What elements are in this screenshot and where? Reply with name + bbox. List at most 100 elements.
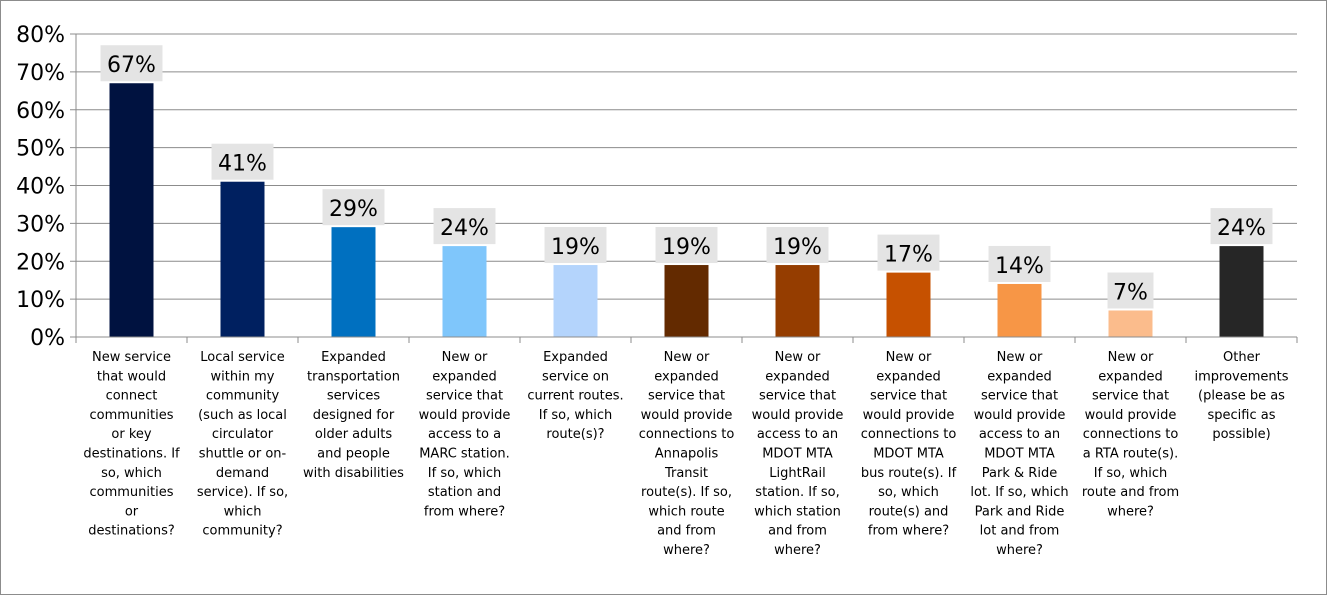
x-category-label: Expanded transportation services designed f…: [303, 350, 404, 481]
x-category-label-line: with disabilities: [303, 466, 404, 481]
data-label: 14%: [995, 254, 1044, 279]
bar: [220, 181, 265, 337]
x-category-label-line: LightRail: [769, 466, 825, 481]
x-category-label-line: designed for: [313, 408, 395, 423]
y-tick-label: 40%: [16, 175, 65, 200]
y-tick-label: 50%: [16, 137, 65, 162]
x-category-label-line: older adults: [315, 427, 392, 442]
x-category-label-line: would provide: [863, 408, 955, 423]
x-category-label-line: Local service: [200, 350, 284, 365]
x-category-label-line: service that: [759, 389, 836, 404]
x-category-label-line: would provide: [974, 408, 1066, 423]
data-label: 19%: [773, 235, 822, 260]
data-label-box: [1210, 208, 1273, 245]
bar: [331, 227, 376, 337]
x-category-label-line: MARC station.: [419, 447, 510, 462]
x-category-label-line: connections to: [639, 427, 735, 442]
x-category-label-line: so, which: [878, 485, 939, 500]
x-category-label-line: expanded: [876, 369, 940, 384]
data-label: 24%: [440, 216, 489, 241]
x-category-label-line: (such as local: [198, 408, 287, 423]
data-label-box: [544, 227, 607, 264]
data-label-box: [100, 45, 163, 82]
x-category-label-line: improvements: [1194, 369, 1288, 384]
x-category-label: New or expanded service that would provide c…: [861, 350, 957, 539]
x-category-label-line: If so, which: [1094, 466, 1167, 481]
x-category-label-line: demand: [216, 466, 269, 481]
x-category-label-line: transportation: [307, 369, 400, 384]
x-category-label: Local service within my community (such as …: [197, 350, 288, 539]
bar: [664, 265, 709, 337]
data-label: 17%: [884, 243, 933, 268]
x-category-label-line: community: [206, 389, 280, 404]
x-category-label-line: service that: [426, 389, 503, 404]
gridlines: [76, 33, 1297, 300]
data-label: 41%: [218, 152, 267, 177]
data-label-box: [655, 227, 718, 264]
x-category-label: Other improvements (please be as specific a…: [1194, 350, 1288, 442]
x-category-label-line: services: [327, 389, 381, 404]
x-category-label-line: New service: [92, 350, 171, 365]
x-category-label: New or expanded service that would provide a…: [970, 350, 1068, 558]
x-category-label-line: so, which: [101, 466, 162, 481]
x-category-label: New or expanded service that would provide a…: [419, 350, 511, 519]
data-label: 7%: [1113, 280, 1148, 305]
x-category-label-line: Other: [1223, 350, 1261, 365]
x-category-label-line: which route: [648, 504, 724, 519]
x-category-label-line: destinations?: [88, 524, 175, 539]
x-category-label-line: station and: [428, 485, 501, 500]
bar: [553, 265, 598, 337]
data-label-box: [322, 189, 385, 226]
x-category-label-line: (please be as: [1198, 389, 1285, 404]
x-category-label-line: route(s)?: [546, 427, 604, 442]
x-category-label-line: where?: [996, 543, 1043, 558]
data-label-box: [433, 208, 496, 245]
x-category-label: New or expanded service that would provide c…: [639, 350, 735, 558]
x-category-label-line: destinations. If: [83, 447, 180, 462]
x-axis: New service that would connect communities o…: [75, 336, 1298, 558]
x-category-label-line: that would: [97, 369, 166, 384]
x-category-label-line: would provide: [1085, 408, 1177, 423]
x-category-label: New service that would connect communities o…: [83, 350, 180, 539]
bar: [997, 283, 1042, 337]
x-category-label-line: would provide: [641, 408, 733, 423]
data-label-box: [211, 143, 274, 180]
data-label-box: [988, 245, 1051, 282]
x-category-label-line: expanded: [654, 369, 718, 384]
x-category-label-line: access to an: [757, 427, 838, 442]
y-tick-label: 80%: [16, 23, 65, 48]
y-tick-label: 10%: [16, 288, 65, 313]
x-category-label: New or expanded service that would provide c…: [1082, 350, 1179, 519]
data-label: 29%: [329, 197, 378, 222]
x-category-label-line: lot and from: [980, 524, 1060, 539]
x-category-label-line: within my: [211, 369, 275, 384]
x-category-label-line: connections to: [1083, 427, 1179, 442]
bars: [109, 83, 1264, 337]
data-label: 24%: [1217, 216, 1266, 241]
x-category-label-line: from where?: [424, 504, 505, 519]
x-category-label-line: access to a: [428, 427, 501, 442]
x-category-label-line: where?: [1107, 504, 1154, 519]
x-category-label-line: specific as: [1208, 408, 1276, 423]
x-category-label: Expanded service on current routes. If so, …: [527, 350, 623, 442]
x-category-label-line: would provide: [752, 408, 844, 423]
x-category-label-line: or: [125, 504, 139, 519]
x-category-label-line: communities: [90, 485, 174, 500]
x-category-label-line: connections to: [861, 427, 957, 442]
bar: [109, 83, 154, 337]
x-category-label-line: lot. If so, which: [970, 485, 1068, 500]
x-category-label-line: New or: [442, 350, 488, 365]
x-category-label-line: New or: [1108, 350, 1154, 365]
x-category-label-line: where?: [774, 543, 821, 558]
data-label-box: [1107, 272, 1154, 309]
x-category-label-line: which station: [754, 504, 841, 519]
x-category-label-line: Expanded: [543, 350, 608, 365]
x-category-label-line: service). If so,: [197, 485, 288, 500]
x-category-label-line: New or: [664, 350, 710, 365]
x-category-label-line: service that: [648, 389, 725, 404]
x-category-label-line: and from: [657, 524, 716, 539]
x-category-label-line: Transit: [664, 466, 708, 481]
x-category-label-line: expanded: [765, 369, 829, 384]
